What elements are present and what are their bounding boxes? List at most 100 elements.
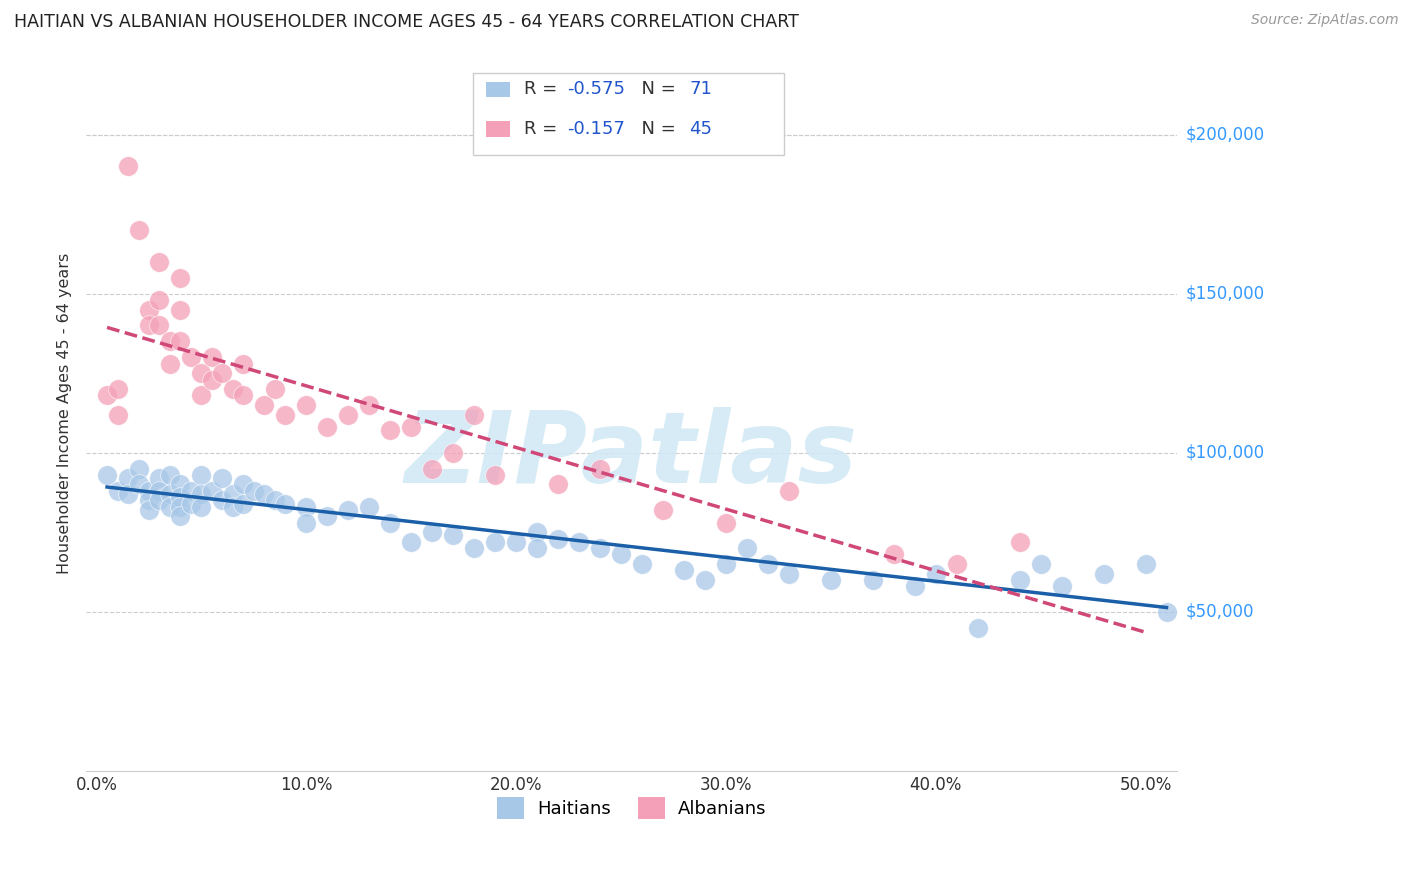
Point — [1008, 573, 1031, 587]
Text: -0.157: -0.157 — [567, 120, 626, 138]
Point — [96, 467, 118, 482]
Point — [883, 548, 905, 562]
Point — [1029, 557, 1052, 571]
Point — [148, 493, 170, 508]
Point — [117, 471, 139, 485]
Point — [169, 270, 191, 285]
Point — [295, 500, 318, 514]
Point — [232, 497, 254, 511]
Point — [201, 483, 224, 498]
Text: 71: 71 — [689, 80, 713, 98]
Point — [190, 487, 212, 501]
Point — [589, 541, 612, 555]
Point — [169, 302, 191, 317]
Text: $50,000: $50,000 — [1185, 603, 1254, 621]
Bar — [486, 121, 510, 136]
Point — [222, 382, 245, 396]
Point — [778, 483, 800, 498]
Point — [316, 420, 339, 434]
Point — [1156, 605, 1178, 619]
Point — [820, 573, 842, 587]
Point — [589, 461, 612, 475]
Point — [148, 255, 170, 269]
Point — [211, 366, 233, 380]
Text: -0.575: -0.575 — [567, 80, 626, 98]
Point — [232, 357, 254, 371]
Point — [180, 483, 202, 498]
Point — [169, 509, 191, 524]
Point — [148, 471, 170, 485]
Point — [264, 493, 287, 508]
Point — [756, 557, 779, 571]
Bar — [486, 81, 510, 97]
Point — [232, 477, 254, 491]
Point — [966, 621, 988, 635]
Point — [138, 493, 160, 508]
Point — [714, 516, 737, 530]
Point — [201, 351, 224, 365]
Text: Source: ZipAtlas.com: Source: ZipAtlas.com — [1251, 13, 1399, 28]
Point — [295, 398, 318, 412]
Point — [159, 357, 181, 371]
Point — [568, 534, 591, 549]
Point — [159, 500, 181, 514]
Point — [107, 483, 129, 498]
Point — [169, 490, 191, 504]
Point — [505, 534, 527, 549]
Point — [190, 500, 212, 514]
Point — [463, 541, 485, 555]
Point — [399, 534, 422, 549]
Point — [128, 223, 150, 237]
Point — [862, 573, 884, 587]
Text: N =: N = — [630, 120, 682, 138]
Point — [117, 487, 139, 501]
Point — [420, 525, 443, 540]
Legend: Haitians, Albanians: Haitians, Albanians — [489, 789, 773, 826]
Point — [190, 366, 212, 380]
Point — [463, 408, 485, 422]
Point — [547, 532, 569, 546]
Text: N =: N = — [630, 80, 682, 98]
Y-axis label: Householder Income Ages 45 - 64 years: Householder Income Ages 45 - 64 years — [58, 252, 72, 574]
Point — [484, 534, 506, 549]
Text: ZIPatlas: ZIPatlas — [405, 408, 858, 504]
Point — [778, 566, 800, 581]
Point — [253, 398, 276, 412]
Text: $200,000: $200,000 — [1185, 126, 1264, 144]
Point — [190, 467, 212, 482]
Text: R =: R = — [523, 120, 562, 138]
Point — [264, 382, 287, 396]
Point — [148, 483, 170, 498]
Point — [96, 388, 118, 402]
Point — [631, 557, 654, 571]
Point — [222, 487, 245, 501]
Point — [148, 318, 170, 333]
Point — [1092, 566, 1115, 581]
Text: $150,000: $150,000 — [1185, 285, 1264, 302]
Point — [1135, 557, 1157, 571]
Point — [337, 503, 360, 517]
Point — [714, 557, 737, 571]
Text: 45: 45 — [689, 120, 713, 138]
Text: HAITIAN VS ALBANIAN HOUSEHOLDER INCOME AGES 45 - 64 YEARS CORRELATION CHART: HAITIAN VS ALBANIAN HOUSEHOLDER INCOME A… — [14, 13, 799, 31]
Point — [107, 382, 129, 396]
Point — [180, 351, 202, 365]
Point — [295, 516, 318, 530]
Point — [159, 467, 181, 482]
Point — [380, 424, 402, 438]
Point — [138, 503, 160, 517]
Point — [672, 563, 695, 577]
Point — [148, 293, 170, 307]
Point — [316, 509, 339, 524]
Point — [526, 525, 548, 540]
Point — [484, 467, 506, 482]
Point — [222, 500, 245, 514]
Point — [211, 471, 233, 485]
Point — [211, 493, 233, 508]
Point — [169, 477, 191, 491]
FancyBboxPatch shape — [474, 73, 785, 155]
Point — [190, 388, 212, 402]
Point — [138, 483, 160, 498]
Point — [904, 579, 927, 593]
Point — [243, 483, 266, 498]
